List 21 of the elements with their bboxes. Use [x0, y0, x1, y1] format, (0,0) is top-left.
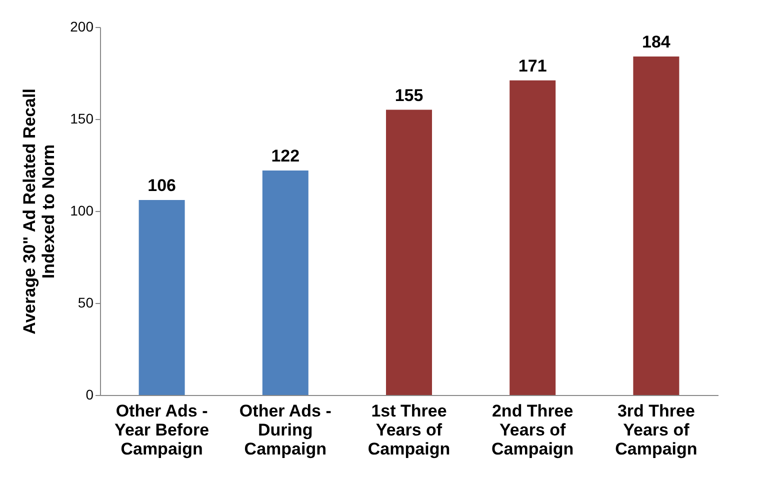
y-axis-title: Average 30" Ad Related Recall Indexed to Norm	[20, 88, 58, 334]
data-label: 122	[271, 146, 300, 166]
data-label: 171	[518, 56, 547, 76]
data-label: 155	[394, 86, 424, 105]
x-tick-label: Other Ads - Year Before Campaign	[114, 402, 210, 458]
x-tick-label: 1st Three Years of Campaign	[368, 402, 450, 458]
bar	[510, 80, 556, 395]
y-tick-label: 100	[70, 202, 94, 218]
bar	[633, 56, 680, 395]
bar	[262, 170, 308, 395]
data-label: 184	[642, 32, 671, 52]
x-tick-label: 2nd Three Years of Campaign	[492, 402, 574, 458]
y-tick-label: 50	[78, 294, 94, 310]
bar	[138, 200, 185, 395]
data-label: 106	[148, 176, 176, 195]
x-tick-label: Other Ads - During Campaign	[239, 402, 332, 458]
x-tick-label: 3rd Three Years of Campaign	[615, 402, 698, 458]
bar	[386, 110, 432, 395]
y-tick-label: 150	[70, 110, 94, 126]
y-tick-label: 0	[86, 386, 94, 402]
y-tick-label: 200	[70, 18, 94, 34]
